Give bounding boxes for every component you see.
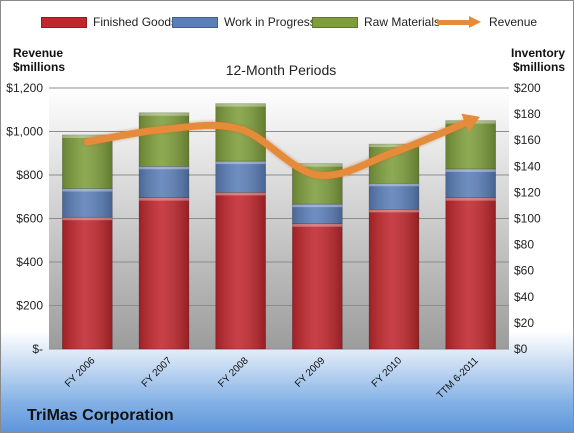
revenue-line xyxy=(83,117,475,180)
bar-highlight xyxy=(139,112,189,116)
bar-highlight xyxy=(445,197,496,201)
bar-shading xyxy=(215,161,266,193)
bar-highlight xyxy=(215,161,266,165)
bar-shading xyxy=(445,197,496,349)
right-tick-label: $80 xyxy=(514,238,534,252)
chart-title: 12-Month Periods xyxy=(225,62,337,78)
right-tick-label: $100 xyxy=(514,212,541,226)
bar-highlight xyxy=(292,223,343,227)
category-label: FY 2010 xyxy=(370,355,405,390)
bar-highlight xyxy=(62,134,113,138)
left-tick-label: $1,000 xyxy=(6,125,43,139)
legend: Finished Goods Work in Progress Raw Mate… xyxy=(1,15,573,31)
legend-item-revenue: Revenue xyxy=(437,15,537,29)
right-tick-label: $40 xyxy=(514,290,534,304)
bar-highlight xyxy=(369,209,419,213)
revenue-arrowhead xyxy=(461,113,480,133)
bar-highlight xyxy=(139,197,189,201)
company-name: TriMas Corporation xyxy=(27,407,174,424)
legend-label-finished-goods: Finished Goods xyxy=(93,15,178,29)
category-label: FY 2007 xyxy=(140,355,175,390)
bar-shading xyxy=(139,197,189,349)
bar-highlight xyxy=(215,103,266,107)
category-label: FY 2006 xyxy=(63,355,98,390)
legend-swatch-raw-materials xyxy=(312,16,358,28)
left-tick-label: $- xyxy=(32,342,43,356)
legend-swatch-finished-goods xyxy=(41,16,87,28)
bar-shading xyxy=(292,204,343,224)
right-tick-label: $120 xyxy=(514,185,541,199)
right-tick-label: $60 xyxy=(514,264,534,278)
bar-shading xyxy=(292,223,343,349)
right-axis-title: Inventory $millions xyxy=(511,46,566,74)
bar-highlight xyxy=(62,188,113,192)
right-tick-label: $180 xyxy=(514,107,541,121)
legend-item-finished-goods: Finished Goods xyxy=(41,15,177,29)
left-axis-title: Revenue $millions xyxy=(13,46,66,74)
bar-shading xyxy=(139,166,189,198)
legend-swatch-work-in-progress xyxy=(172,16,218,28)
left-tick-label: $1,200 xyxy=(6,81,43,95)
legend-item-work-in-progress: Work in Progress xyxy=(172,15,316,29)
legend-swatch-revenue xyxy=(437,16,483,28)
right-tick-label: $200 xyxy=(514,81,541,95)
bar-shading xyxy=(139,112,189,167)
bar-highlight xyxy=(292,204,343,208)
legend-item-raw-materials: Raw Materials xyxy=(312,15,440,29)
bar-highlight xyxy=(139,166,189,170)
bar-highlight xyxy=(215,192,266,196)
bar-shading xyxy=(369,183,419,210)
left-tick-label: $800 xyxy=(16,168,43,182)
right-tick-label: $0 xyxy=(514,342,528,356)
category-label: FY 2009 xyxy=(293,355,328,390)
legend-label-revenue: Revenue xyxy=(489,15,538,29)
left-tick-label: $200 xyxy=(16,299,43,313)
bar-highlight xyxy=(62,217,113,221)
legend-label-work-in-progress: Work in Progress xyxy=(224,15,316,29)
right-tick-label: $20 xyxy=(514,316,534,330)
bar-shading xyxy=(62,188,113,218)
bar-highlight xyxy=(445,168,496,172)
bar-highlight xyxy=(292,163,343,167)
right-tick-label: $140 xyxy=(514,159,541,173)
category-label: FY 2008 xyxy=(216,355,251,390)
legend-label-raw-materials: Raw Materials xyxy=(364,15,441,29)
category-label: TTM 6-2011 xyxy=(435,355,481,401)
bar-shading xyxy=(215,192,266,349)
bar-highlight xyxy=(369,144,419,148)
bar-shading xyxy=(369,209,419,349)
left-tick-label: $400 xyxy=(16,255,43,269)
left-tick-label: $600 xyxy=(16,212,43,226)
right-tick-label: $160 xyxy=(514,133,541,147)
bar-shading xyxy=(445,168,496,198)
bar-highlight xyxy=(369,183,419,187)
bar-shading xyxy=(62,217,113,349)
